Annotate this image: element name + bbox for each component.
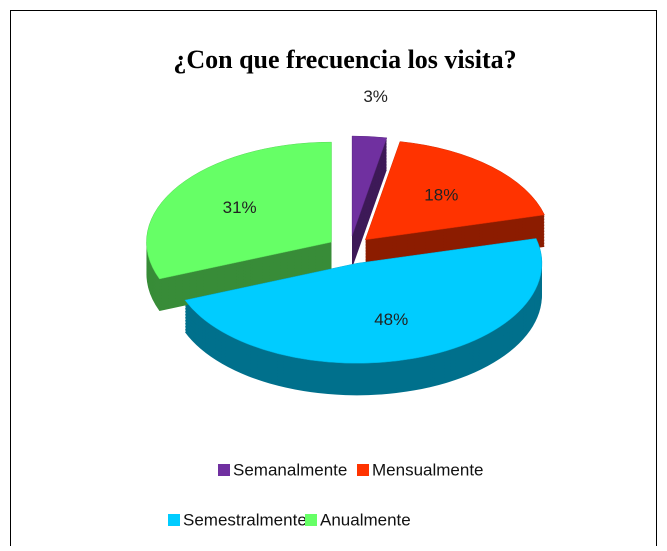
data-label: 48% bbox=[374, 310, 408, 329]
data-label: 31% bbox=[223, 198, 257, 217]
legend-label: Semanalmente bbox=[233, 460, 347, 479]
pie-slice bbox=[351, 135, 388, 237]
data-label: 3% bbox=[363, 87, 388, 106]
legend-swatch bbox=[218, 464, 230, 476]
pie-slice bbox=[184, 238, 543, 364]
legend-label: Semestralmente bbox=[183, 510, 307, 529]
legend-swatch bbox=[305, 514, 317, 526]
data-label: 18% bbox=[424, 186, 458, 205]
pie-slice bbox=[146, 141, 332, 280]
legend-swatch bbox=[357, 464, 369, 476]
chart-title: ¿Con que frecuencia los visita? bbox=[173, 45, 516, 74]
legend-label: Mensualmente bbox=[372, 460, 484, 479]
pie-slice bbox=[364, 141, 545, 241]
legend-swatch bbox=[168, 514, 180, 526]
legend-label: Anualmente bbox=[320, 510, 411, 529]
